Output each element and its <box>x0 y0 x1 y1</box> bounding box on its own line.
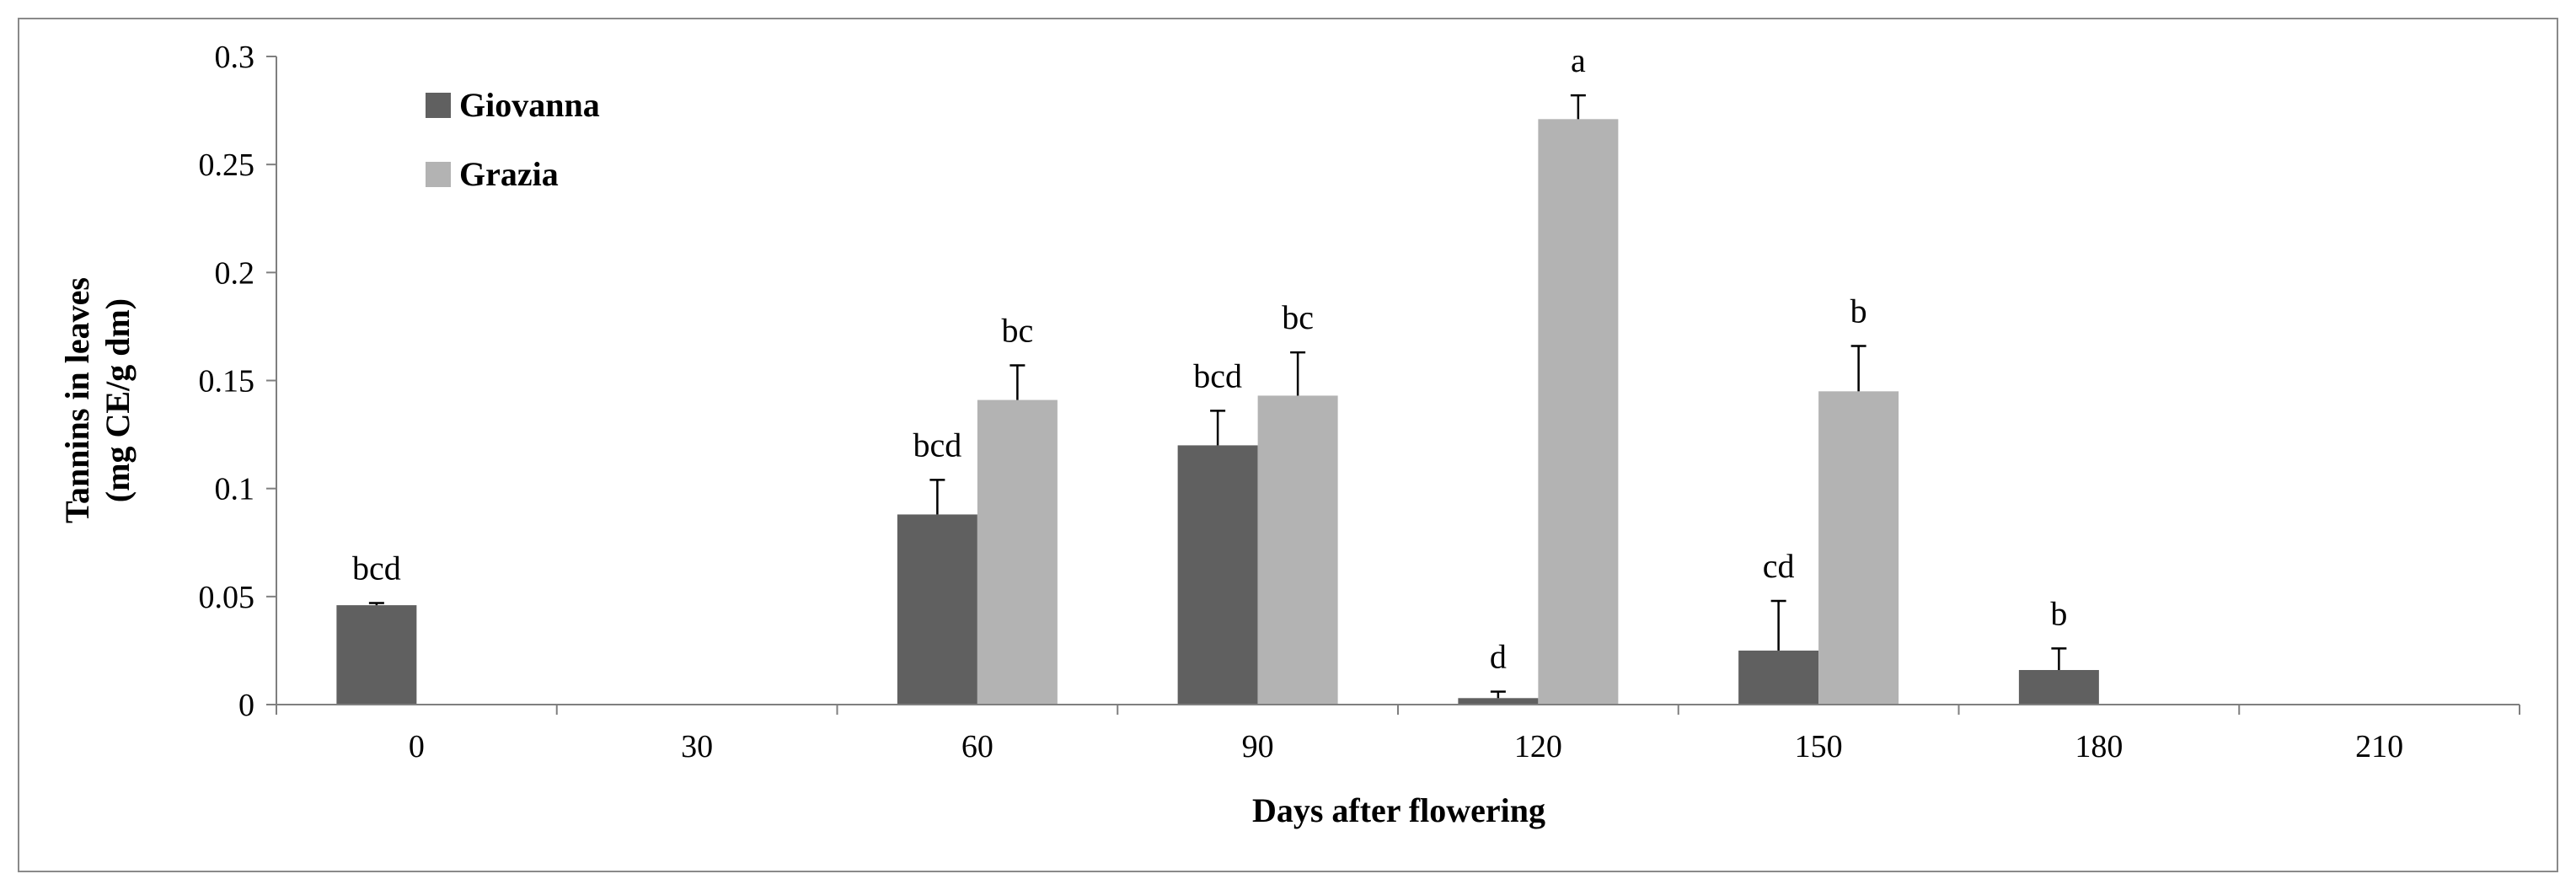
legend-label-grazia: Grazia <box>459 155 559 193</box>
significance-label: bc <box>1282 298 1314 336</box>
legend-swatch-grazia <box>426 162 451 187</box>
bar-giovanna <box>1177 445 1258 705</box>
bar-grazia <box>1257 395 1338 705</box>
significance-label: bcd <box>1193 357 1242 394</box>
significance-label: bc <box>1001 312 1033 350</box>
bar-giovanna <box>336 605 417 705</box>
x-axis-title: Days after flowering <box>1252 791 1545 829</box>
significance-label: bcd <box>352 550 401 587</box>
y-tick-label: 0.15 <box>199 364 255 399</box>
bar-grazia <box>1538 119 1619 705</box>
bar-giovanna <box>897 514 977 705</box>
x-tick-label: 90 <box>1242 729 1274 764</box>
bar-grazia <box>977 399 1058 705</box>
bar-grazia <box>1818 391 1899 705</box>
significance-label: bcd <box>913 426 961 464</box>
bar-giovanna <box>1458 698 1539 705</box>
significance-label: a <box>1571 41 1586 79</box>
x-tick-label: 120 <box>1514 729 1562 764</box>
x-tick-label: 210 <box>2355 729 2403 764</box>
legend-label-giovanna: Giovanna <box>459 86 600 124</box>
y-tick-label: 0 <box>238 688 254 723</box>
x-tick-label: 30 <box>681 729 713 764</box>
legend: Giovanna Grazia <box>426 86 600 193</box>
x-tick-label: 180 <box>2075 729 2123 764</box>
significance-label: d <box>1490 638 1507 676</box>
y-tick-label: 0.2 <box>215 255 255 291</box>
y-tick-label: 0.1 <box>215 472 255 507</box>
y-axis-title: Tannins in leaves (mg CE/g dm) <box>58 277 137 523</box>
significance-label: b <box>1850 292 1867 330</box>
bar-giovanna <box>2018 669 2099 705</box>
significance-label: cd <box>1763 547 1795 585</box>
y-tick-label: 0.05 <box>199 580 255 615</box>
x-tick-label: 0 <box>409 729 425 764</box>
y-axis-title-line-1: Tannins in leaves <box>58 277 96 523</box>
bar-giovanna <box>1738 650 1819 705</box>
y-tick-label: 0.3 <box>215 40 255 75</box>
y-axis-title-line-2: (mg CE/g dm) <box>99 298 137 502</box>
x-tick-label: 60 <box>961 729 993 764</box>
y-tick-label: 0.25 <box>199 147 255 183</box>
x-tick-label: 150 <box>1795 729 1843 764</box>
legend-swatch-giovanna <box>426 93 451 118</box>
significance-label: b <box>2050 594 2067 632</box>
